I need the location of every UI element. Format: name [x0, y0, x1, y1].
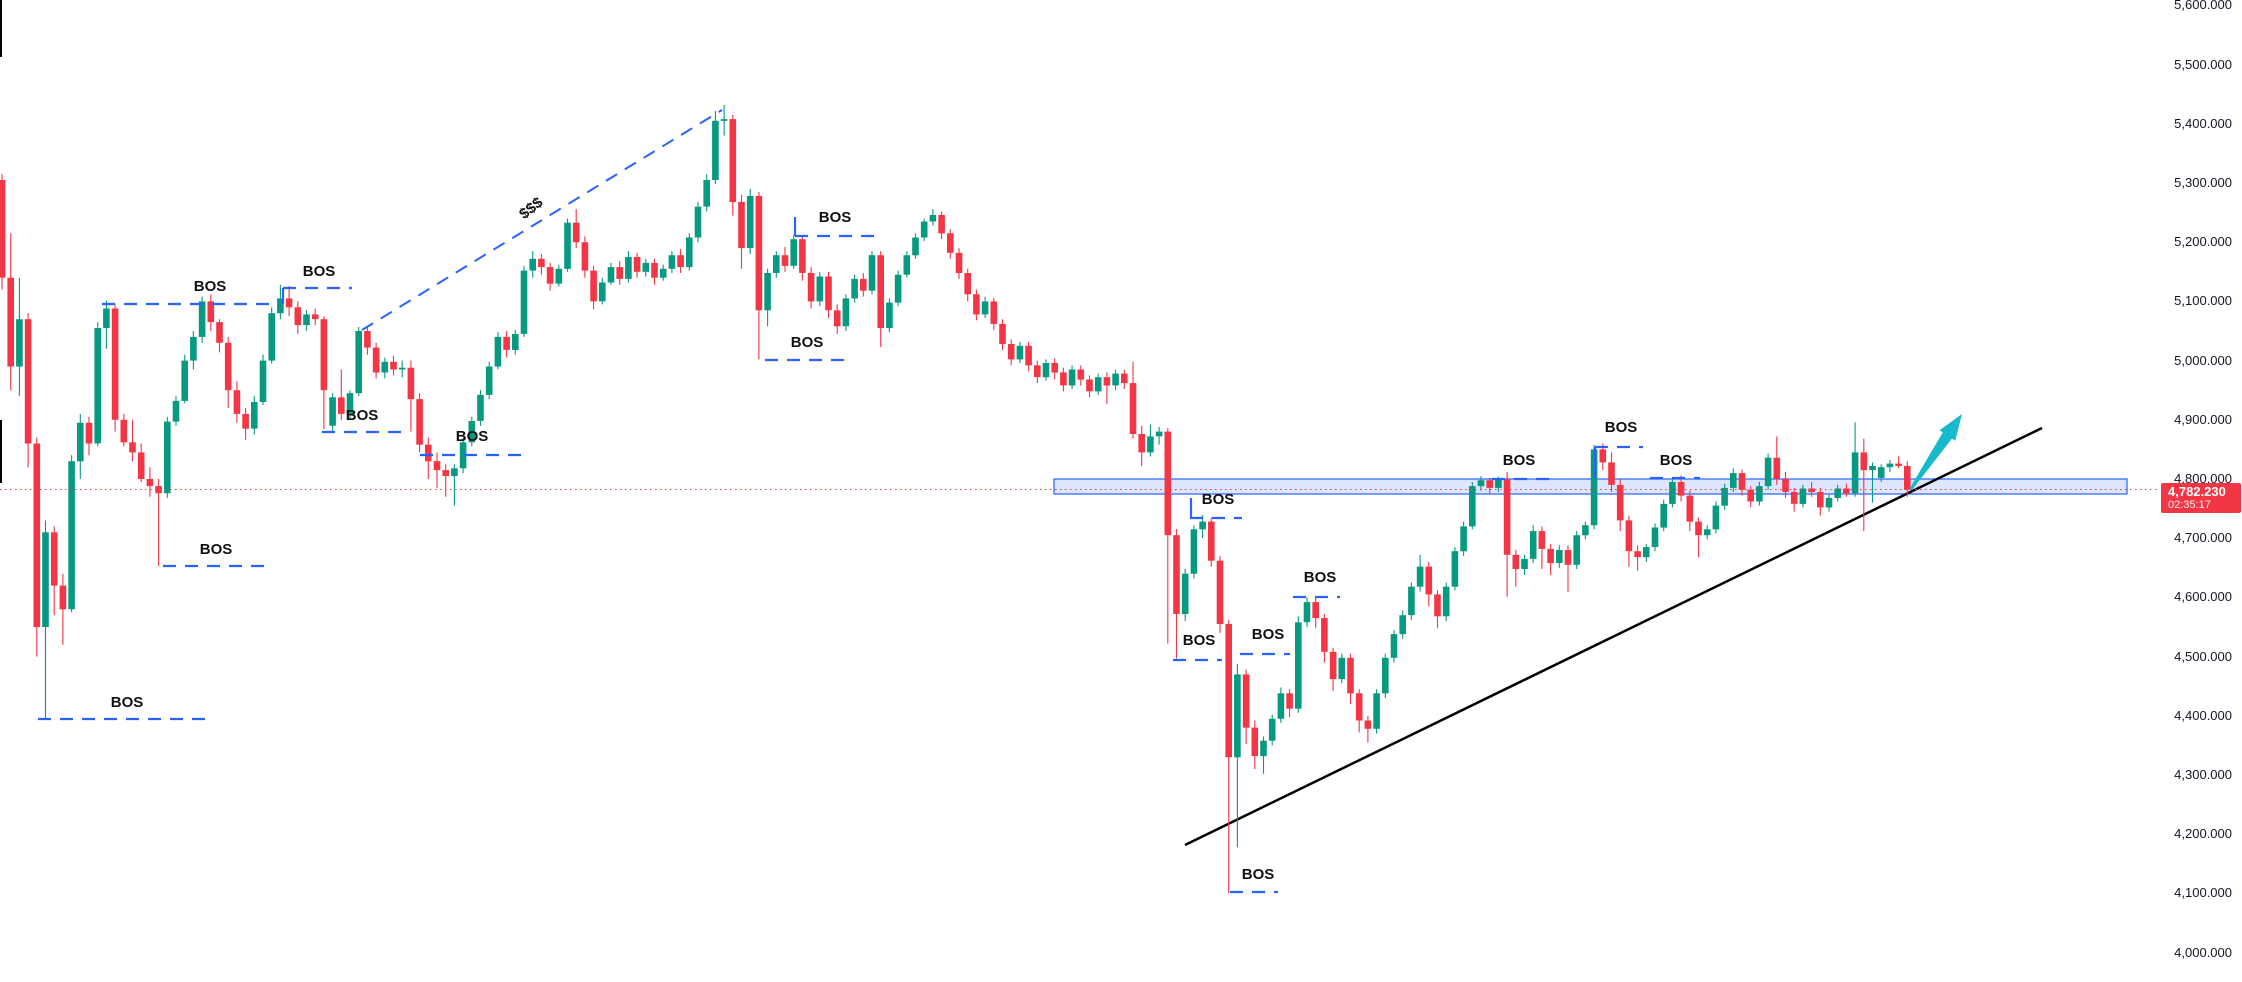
- axis-tick-label: 5,300.000: [2174, 175, 2232, 190]
- svg-text:$$$: $$$: [516, 194, 547, 223]
- supply-demand-zone[interactable]: [1053, 478, 2128, 495]
- candlestick-chart[interactable]: BOS BOS BOS BOS BOS BOS BOS BOS BOS BOS …: [0, 0, 2160, 982]
- candlestick-series: [0, 104, 1911, 894]
- bos-label[interactable]: BOS: [1492, 452, 1550, 481]
- axis-tick-label: 4,700.000: [2174, 530, 2232, 546]
- bos-label[interactable]: BOS: [38, 694, 210, 721]
- chart-canvas[interactable]: BOS BOS BOS BOS BOS BOS BOS BOS BOS BOS …: [0, 0, 2160, 982]
- svg-text:BOS: BOS: [1660, 452, 1693, 469]
- axis-tick-label: 5,200.000: [2174, 234, 2232, 250]
- ascending-trendline[interactable]: [1184, 426, 2043, 847]
- svg-text:BOS: BOS: [1183, 632, 1216, 649]
- current-price-label: 4,782.230 02:35:17: [2161, 483, 2241, 513]
- countdown-timer: 02:35:17: [2168, 499, 2211, 511]
- bos-label[interactable]: BOS: [1293, 569, 1340, 599]
- current-price-value: 4,782.230: [2168, 484, 2226, 499]
- svg-text:BOS: BOS: [1503, 452, 1536, 469]
- money-label[interactable]: $$$: [516, 194, 547, 223]
- svg-text:BOS: BOS: [194, 278, 227, 295]
- svg-text:BOS: BOS: [200, 541, 233, 558]
- axis-tick-label: 4,400.000: [2174, 707, 2232, 723]
- price-axis[interactable]: 5,600.000 5,500.000 5,400.000 5,300.000 5,20…: [2160, 0, 2242, 982]
- dashed-trendline[interactable]: [361, 109, 723, 331]
- svg-text:BOS: BOS: [111, 694, 144, 711]
- svg-text:BOS: BOS: [346, 407, 379, 424]
- bos-label[interactable]: BOS: [163, 541, 272, 568]
- axis-tick-label: 5,500.000: [2174, 56, 2232, 72]
- bos-label[interactable]: BOS: [102, 278, 277, 306]
- axis-tick-label: 4,500.000: [2174, 648, 2232, 664]
- axis-tick-label: 4,100.000: [2174, 885, 2232, 901]
- svg-text:BOS: BOS: [456, 428, 489, 445]
- bos-label[interactable]: BOS: [765, 334, 850, 362]
- bos-label[interactable]: BOS: [1593, 419, 1643, 478]
- bos-label[interactable]: BOS: [1650, 452, 1700, 480]
- bos-label[interactable]: BOS: [1173, 632, 1222, 662]
- svg-text:BOS: BOS: [819, 209, 852, 226]
- axis-tick-label: 5,600.000: [2174, 0, 2232, 13]
- axis-tick-label: 4,900.000: [2174, 411, 2232, 427]
- svg-text:BOS: BOS: [1202, 491, 1235, 508]
- axis-tick-label: 4,200.000: [2174, 826, 2232, 842]
- axis-tick-label: 5,100.000: [2174, 293, 2232, 309]
- svg-text:BOS: BOS: [303, 263, 336, 280]
- bos-label[interactable]: BOS: [281, 263, 352, 304]
- bos-label[interactable]: BOS: [1240, 626, 1290, 656]
- svg-text:BOS: BOS: [1242, 866, 1275, 883]
- svg-text:BOS: BOS: [1304, 569, 1337, 586]
- axis-tick-label: 4,300.000: [2174, 767, 2232, 782]
- svg-text:BOS: BOS: [1605, 419, 1638, 436]
- svg-text:BOS: BOS: [1252, 626, 1285, 643]
- projection-arrow[interactable]: [1909, 414, 1962, 490]
- bos-label[interactable]: BOS: [322, 407, 408, 434]
- axis-tick-label: 4,000.000: [2174, 944, 2232, 960]
- bos-label[interactable]: BOS: [1189, 491, 1242, 520]
- axis-tick-label: 4,600.000: [2174, 589, 2232, 605]
- bos-label[interactable]: BOS: [1230, 866, 1278, 894]
- axis-tick-label: 5,400.000: [2174, 115, 2232, 131]
- bos-label[interactable]: BOS: [793, 209, 878, 238]
- bos-label[interactable]: BOS: [420, 428, 523, 457]
- svg-text:BOS: BOS: [791, 334, 824, 351]
- axis-tick-label: 4,800.000: [2174, 471, 2232, 486]
- axis-tick-label: 5,000.000: [2174, 352, 2232, 368]
